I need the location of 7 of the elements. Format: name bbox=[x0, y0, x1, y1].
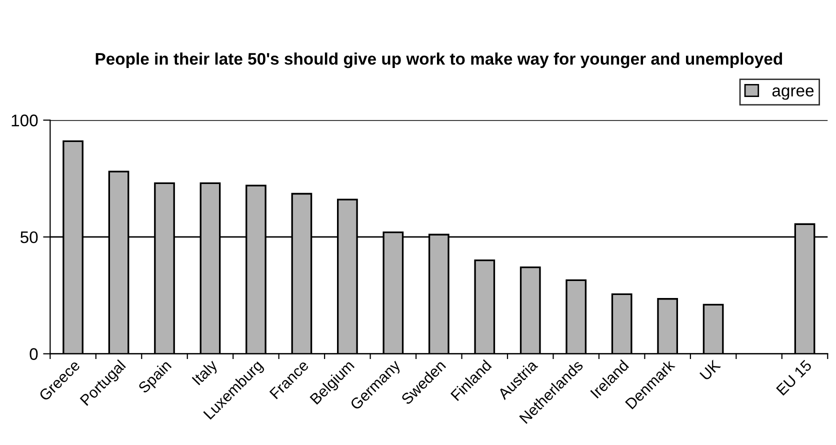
y-tick-label: 100 bbox=[12, 114, 38, 126]
legend-label: agree bbox=[772, 87, 814, 100]
x-tick-label: UK bbox=[700, 359, 722, 381]
y-tick-label: 50 bbox=[20, 231, 38, 244]
chart-title: People in their late 50's should give up work to make way for younger and unemployed bbox=[96, 52, 782, 68]
y-tick-label: 0 bbox=[30, 348, 38, 360]
x-tick-label: EU 15 bbox=[776, 359, 812, 396]
